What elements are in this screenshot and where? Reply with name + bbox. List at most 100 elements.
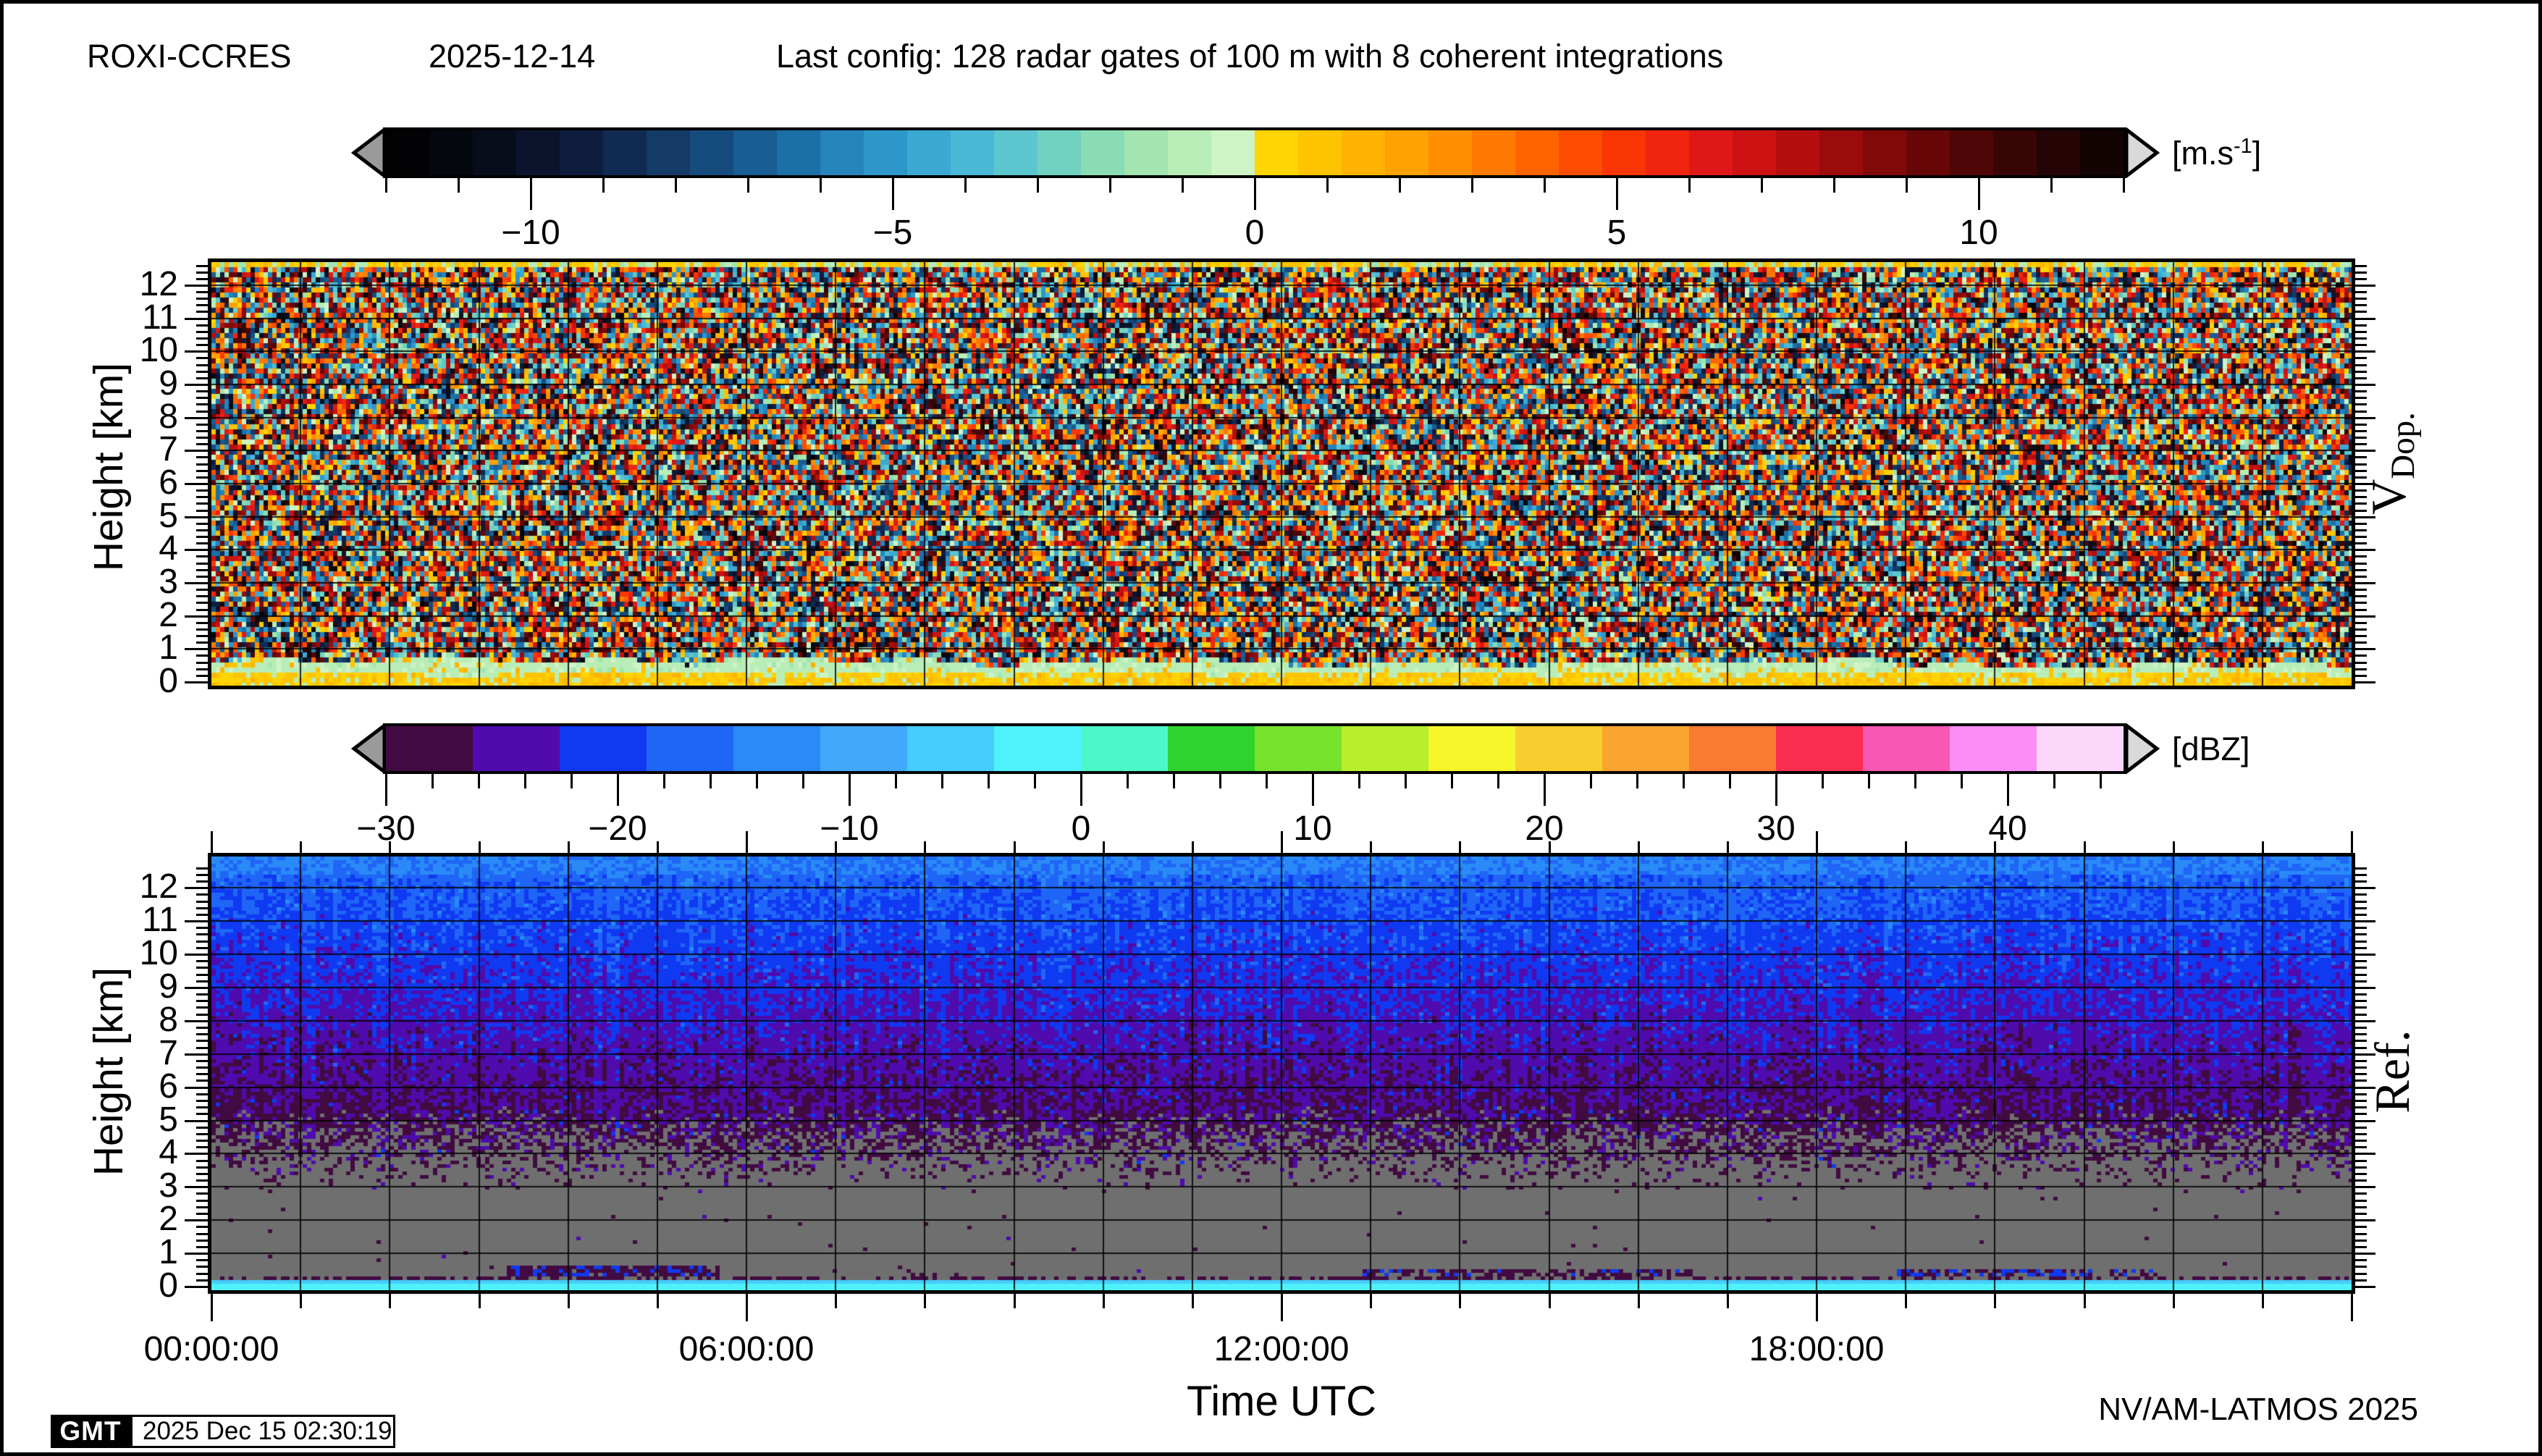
height-axis-tick [196, 1126, 208, 1129]
height-tick-label: 6 [159, 463, 178, 502]
height-axis-tick [2355, 1073, 2367, 1076]
height-axis-tick [2355, 350, 2375, 353]
height-axis-tick [185, 1286, 208, 1288]
colorbar-block [386, 130, 429, 175]
time-axis-top-tick [2261, 841, 2264, 853]
colorbar-major-tick [1775, 774, 1777, 806]
height-axis-tick [196, 264, 208, 267]
colorbar-block [1950, 130, 1993, 175]
height-axis-tick [2355, 562, 2367, 565]
colorbar-block [1646, 130, 1689, 175]
height-axis-tick [2355, 1013, 2367, 1016]
time-axis-label: Time UTC [1186, 1378, 1377, 1425]
height-axis-tick [196, 311, 208, 313]
colorbar-block [1168, 726, 1255, 771]
height-axis-tick [185, 681, 208, 683]
time-axis-top-tick [1013, 841, 1016, 853]
height-axis-tick [2355, 668, 2367, 670]
doppler-side-label-sub: Dop. [2384, 412, 2422, 479]
colorbar-block [733, 726, 820, 771]
height-axis-tick [2355, 980, 2367, 982]
height-axis-tick [2355, 933, 2367, 936]
colorbar-minor-tick [571, 774, 573, 788]
time-axis-bottom-tick [1726, 1294, 1729, 1308]
time-axis-top-tick [1637, 841, 1640, 853]
colorbar-minor-tick [710, 774, 712, 788]
time-axis-bottom-tick [1370, 1294, 1373, 1308]
height-axis-tick [196, 1213, 208, 1216]
height-axis-tick [2355, 1279, 2367, 1282]
colorbar-minor-tick [1914, 774, 1916, 788]
time-axis-top-tick [478, 841, 481, 853]
colorbar-minor-tick [1906, 178, 1908, 193]
height-axis-tick [2355, 522, 2367, 525]
colorbar-block [820, 130, 864, 175]
colorbar-minor-tick [385, 178, 387, 193]
height-axis-tick [185, 1219, 208, 1222]
height-axis-tick [196, 429, 208, 432]
height-axis-tick [196, 397, 208, 400]
height-axis-tick [2355, 1132, 2367, 1135]
height-tick-label: 7 [159, 1033, 178, 1072]
height-axis-tick [196, 1073, 208, 1076]
colorbar-minor-tick [1471, 178, 1473, 193]
time-axis-bottom-tick [1013, 1294, 1016, 1308]
gmt-logo: GMT [51, 1415, 130, 1448]
height-axis-tick [196, 1279, 208, 1282]
height-axis-tick [196, 641, 208, 644]
time-axis-top-tick [835, 841, 838, 853]
height-axis-tick [2355, 993, 2367, 996]
height-axis-tick [196, 668, 208, 670]
colorbar-minor-tick [1173, 774, 1175, 788]
reflectivity-colorbar-right-arrow-icon [2125, 723, 2160, 774]
colorbar-block [1255, 130, 1298, 175]
height-axis-tick [196, 1146, 208, 1149]
height-axis-tick [196, 357, 208, 360]
colorbar-minor-tick [1266, 774, 1268, 788]
station-name: ROXI-CCRES [87, 38, 292, 75]
height-axis-tick [2355, 1059, 2367, 1062]
time-axis-top-tick [1994, 841, 1997, 853]
height-axis-tick [196, 993, 208, 996]
height-tick-label: 4 [159, 529, 178, 568]
height-axis-tick [185, 284, 208, 287]
height-axis-tick [196, 1013, 208, 1016]
colorbar-block [647, 726, 733, 771]
height-axis-tick [196, 410, 208, 413]
height-axis-tick [2355, 608, 2367, 611]
height-axis-tick [2355, 271, 2367, 274]
height-axis-tick [2355, 437, 2367, 439]
height-axis-tick [2355, 469, 2367, 472]
height-axis-tick [196, 1059, 208, 1062]
height-axis-tick [2355, 344, 2367, 347]
colorbar-major-tick [1254, 178, 1256, 210]
height-axis-tick [2355, 628, 2367, 631]
time-axis-bottom-tick [1637, 1294, 1640, 1308]
height-axis-tick [2355, 357, 2367, 360]
height-axis-tick [196, 542, 208, 545]
height-tick-label: 0 [159, 662, 178, 700]
height-axis-tick [2355, 568, 2367, 571]
height-axis-tick [196, 927, 208, 930]
colorbar-block [1342, 726, 1428, 771]
height-axis-tick [196, 1245, 208, 1248]
height-axis-tick [2355, 595, 2367, 598]
colorbar-minor-tick [941, 774, 943, 788]
time-axis-bottom-tick [924, 1294, 927, 1308]
colorbar-block [1776, 130, 1819, 175]
colorbar-block [1168, 130, 1211, 175]
reflectivity-colorbar [383, 723, 2126, 774]
height-axis-tick [196, 456, 208, 459]
height-tick-label: 5 [159, 1100, 178, 1139]
time-axis-top-tick [2083, 841, 2086, 853]
height-tick-label: 2 [159, 595, 178, 634]
height-axis-tick [196, 980, 208, 982]
height-axis-tick [2355, 635, 2367, 638]
time-tick-label: 12:00:00 [1213, 1330, 1350, 1368]
height-axis-tick [196, 403, 208, 406]
height-axis-tick [196, 1192, 208, 1195]
height-axis-tick [196, 496, 208, 499]
colorbar-minor-tick [2100, 774, 2102, 788]
height-axis-tick [196, 960, 208, 963]
colorbar-block [386, 726, 473, 771]
